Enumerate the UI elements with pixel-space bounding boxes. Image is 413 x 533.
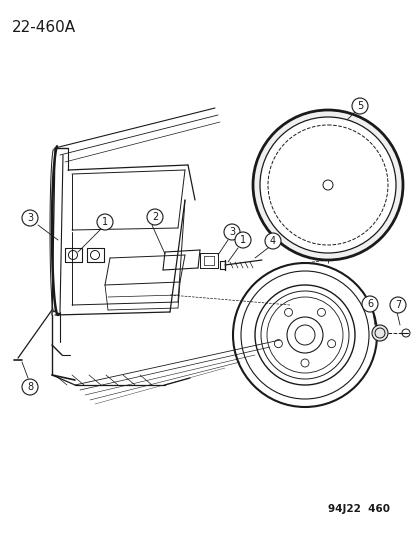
Circle shape <box>235 232 250 248</box>
Circle shape <box>351 98 367 114</box>
Text: 94J22  460: 94J22 460 <box>327 504 389 514</box>
Circle shape <box>223 224 240 240</box>
Text: 2: 2 <box>152 212 158 222</box>
Text: 6: 6 <box>366 299 372 309</box>
Text: 7: 7 <box>394 300 400 310</box>
Circle shape <box>97 214 113 230</box>
Circle shape <box>22 210 38 226</box>
Text: 3: 3 <box>27 213 33 223</box>
Text: 22-460A: 22-460A <box>12 20 76 35</box>
Circle shape <box>22 379 38 395</box>
Text: 3: 3 <box>228 227 235 237</box>
Text: 1: 1 <box>102 217 108 227</box>
Circle shape <box>147 209 163 225</box>
Circle shape <box>361 296 377 312</box>
Circle shape <box>252 110 402 260</box>
Circle shape <box>389 297 405 313</box>
Circle shape <box>371 325 387 341</box>
Text: 1: 1 <box>240 235 245 245</box>
Circle shape <box>264 233 280 249</box>
Text: 5: 5 <box>356 101 362 111</box>
Text: 4: 4 <box>269 236 275 246</box>
Text: 8: 8 <box>27 382 33 392</box>
Circle shape <box>259 117 395 253</box>
